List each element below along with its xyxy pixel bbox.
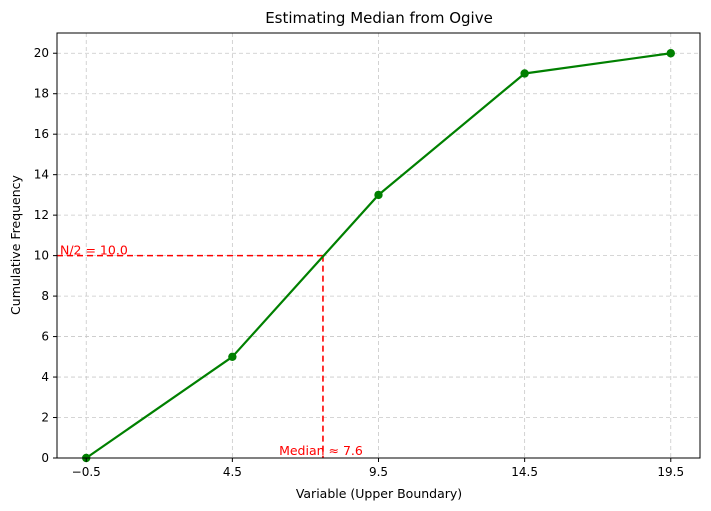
y-tick-label: 10: [34, 249, 49, 263]
x-tick-label: 14.5: [511, 465, 538, 479]
y-tick-label: 16: [34, 127, 49, 141]
y-tick-label: 0: [41, 451, 49, 465]
y-tick-label: 18: [34, 87, 49, 101]
x-tick-label: −0.5: [72, 465, 101, 479]
ogive-point: [228, 352, 237, 362]
ogive-point: [374, 190, 383, 200]
x-axis-label: Variable (Upper Boundary): [296, 486, 462, 501]
median-guides: [57, 254, 324, 458]
y-tick-label: 14: [34, 168, 49, 182]
y-tick-label: 4: [41, 370, 49, 384]
y-tick-label: 6: [41, 330, 49, 344]
annotations: N/2 = 10.0 Median ≈ 7.6: [60, 243, 363, 458]
ogive-point: [520, 69, 529, 78]
x-tick-label: 9.5: [369, 465, 388, 479]
y-tick-label: 2: [41, 411, 49, 425]
grid-lines: [57, 33, 700, 459]
median-label: Median ≈ 7.6: [279, 443, 363, 458]
axis-ticks: −0.5 4.5 9.5 14.5 19.5 0 2 4 6 8 10 12 14 16 18 20: [34, 46, 684, 479]
y-axis-label: Cumulative Frequency: [8, 174, 23, 314]
y-tick-label: 8: [41, 289, 49, 303]
chart-title: Estimating Median from Ogive: [265, 9, 493, 27]
n-half-label: N/2 = 10.0: [60, 243, 128, 258]
y-tick-label: 20: [34, 46, 49, 60]
x-tick-label: 19.5: [657, 465, 684, 479]
x-tick-label: 4.5: [223, 465, 242, 479]
y-tick-label: 12: [34, 208, 49, 222]
ogive-point: [666, 49, 675, 58]
